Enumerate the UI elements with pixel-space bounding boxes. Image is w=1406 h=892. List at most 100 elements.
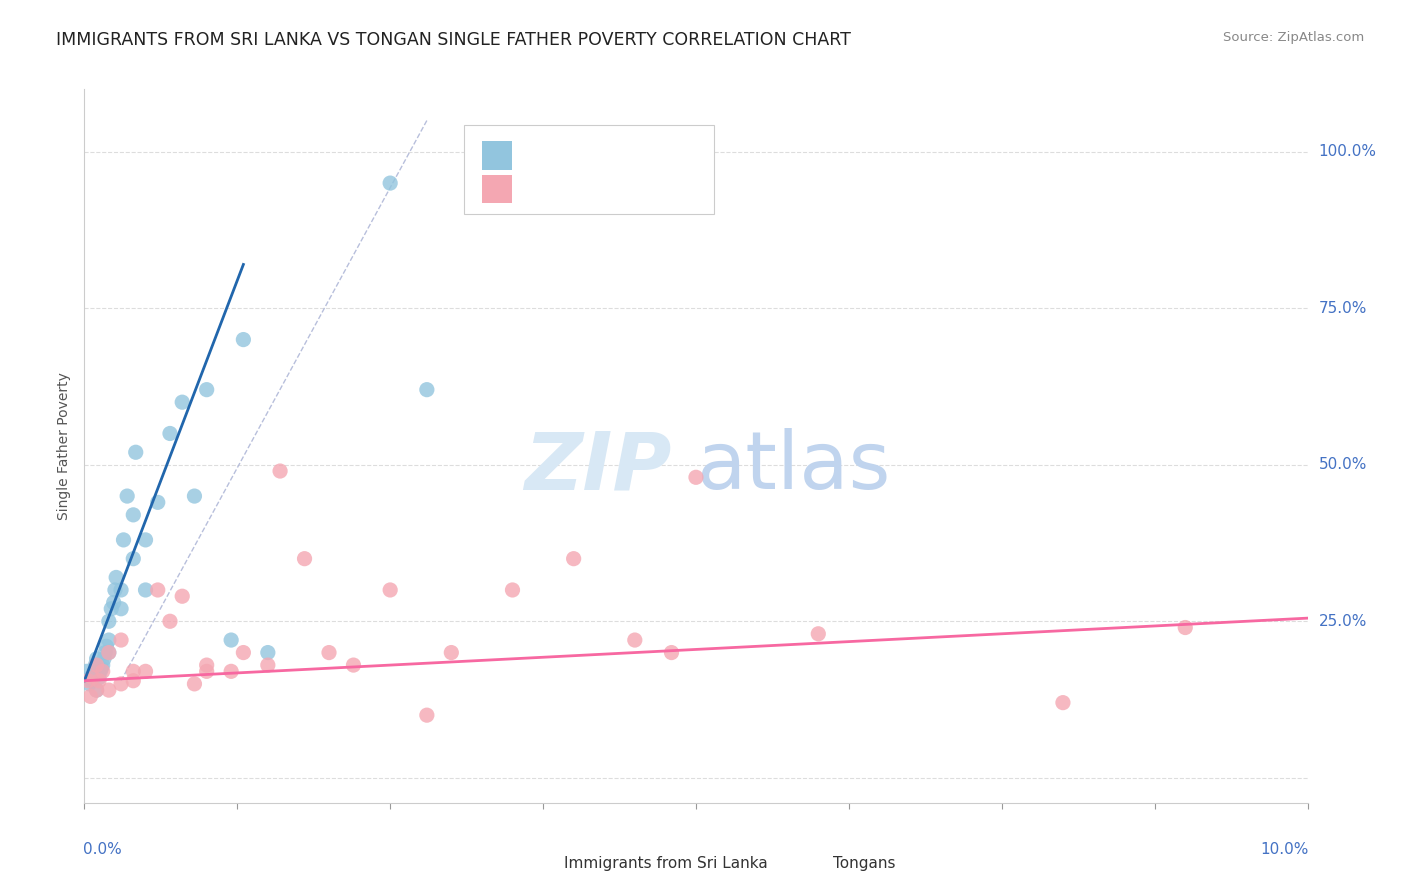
Point (79, 671, 101, 685)
Point (416, 383, 439, 397)
Text: 0.595: 0.595 (553, 146, 606, 164)
Point (146, 582, 169, 597)
Point (97, 683, 120, 698)
Point (159, 426, 181, 441)
Point (115, 489, 138, 503)
Text: R =: R = (522, 146, 558, 164)
Text: N =: N = (607, 146, 645, 164)
Point (91, 665, 114, 679)
Point (82, 671, 104, 685)
Text: Tongans: Tongans (832, 856, 896, 871)
Point (502, 582, 524, 597)
Point (86, 652, 108, 666)
Text: 0.0%: 0.0% (83, 842, 122, 857)
Point (232, 646, 254, 660)
Point (77, 673, 100, 688)
Point (80, 673, 103, 688)
Point (257, 658, 280, 673)
Point (219, 633, 242, 648)
Text: R =: R = (522, 180, 558, 198)
Text: 38: 38 (638, 180, 662, 198)
Point (79, 690, 101, 704)
Point (159, 614, 181, 628)
Text: 25.0%: 25.0% (1319, 614, 1367, 629)
Point (122, 665, 145, 679)
Text: 10.0%: 10.0% (1260, 842, 1309, 857)
Point (86, 683, 108, 698)
Point (94, 646, 117, 660)
FancyBboxPatch shape (794, 853, 821, 874)
Point (122, 673, 145, 688)
Point (97, 646, 120, 660)
Text: Immigrants from Sri Lanka: Immigrants from Sri Lanka (564, 856, 768, 871)
Point (77, 677, 100, 691)
Point (97, 614, 120, 628)
Point (89, 665, 111, 679)
Point (93, 652, 115, 666)
Point (183, 489, 205, 503)
Point (219, 665, 242, 679)
Point (103, 595, 125, 609)
Point (380, 176, 402, 190)
Text: 75.0%: 75.0% (1319, 301, 1367, 316)
FancyBboxPatch shape (482, 141, 513, 169)
Point (90, 661, 112, 675)
Point (110, 601, 132, 615)
Y-axis label: Single Father Poverty: Single Father Poverty (58, 372, 72, 520)
Text: 42: 42 (638, 146, 662, 164)
Point (135, 665, 157, 679)
Point (807, 627, 830, 641)
Text: N =: N = (607, 180, 645, 198)
Point (110, 582, 132, 597)
Point (661, 646, 683, 660)
Point (195, 658, 218, 673)
Point (83, 665, 105, 679)
Point (380, 582, 402, 597)
FancyBboxPatch shape (464, 125, 714, 214)
Point (104, 582, 127, 597)
Point (110, 677, 132, 691)
Point (269, 464, 291, 478)
Point (232, 333, 254, 347)
Point (86, 683, 108, 698)
Point (97, 646, 120, 660)
Point (172, 589, 194, 603)
Point (82, 671, 104, 685)
Point (122, 508, 145, 522)
Point (257, 646, 280, 660)
Point (135, 582, 157, 597)
Text: 50.0%: 50.0% (1319, 458, 1367, 472)
Point (97, 633, 120, 648)
Text: 100.0%: 100.0% (1319, 145, 1376, 160)
Text: IMMIGRANTS FROM SRI LANKA VS TONGAN SINGLE FATHER POVERTY CORRELATION CHART: IMMIGRANTS FROM SRI LANKA VS TONGAN SING… (56, 31, 851, 49)
Point (87, 673, 110, 688)
Text: atlas: atlas (696, 428, 890, 507)
Point (685, 470, 707, 484)
Point (135, 533, 157, 547)
Point (122, 551, 145, 566)
Point (183, 677, 205, 691)
Point (86, 658, 108, 673)
Point (562, 551, 585, 566)
Point (105, 570, 128, 584)
Point (294, 551, 316, 566)
Point (342, 658, 364, 673)
Point (87, 671, 110, 685)
Point (416, 708, 439, 723)
Point (110, 633, 132, 648)
FancyBboxPatch shape (524, 853, 551, 874)
Point (91, 658, 114, 673)
Point (1052, 696, 1074, 710)
Point (318, 646, 340, 660)
FancyBboxPatch shape (482, 175, 513, 203)
Point (172, 395, 194, 409)
Point (146, 495, 169, 509)
Point (100, 601, 122, 615)
Text: 0.156: 0.156 (553, 180, 605, 198)
Point (76, 665, 98, 679)
Point (112, 533, 135, 547)
Point (84, 658, 107, 673)
Point (195, 383, 218, 397)
Text: ZIP: ZIP (524, 428, 672, 507)
Point (624, 633, 647, 648)
